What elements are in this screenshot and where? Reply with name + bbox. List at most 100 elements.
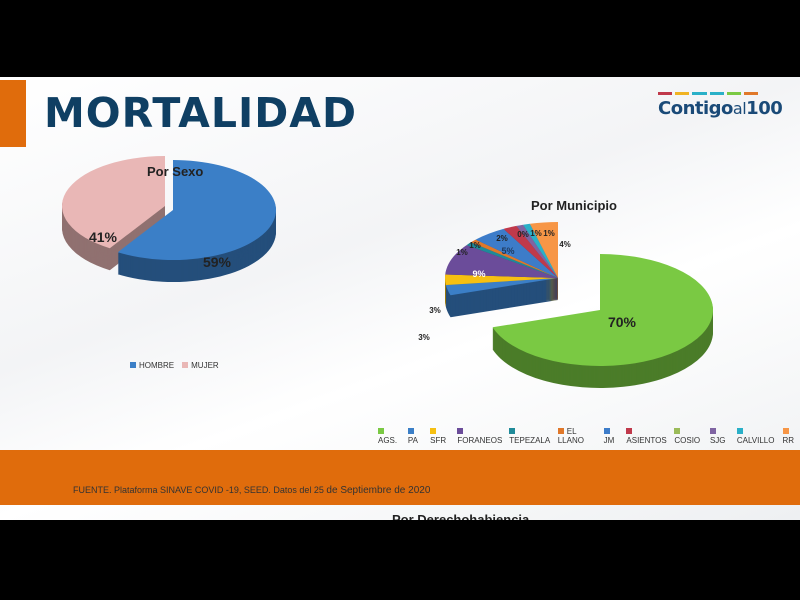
footer-band [0, 450, 800, 505]
slice-side [445, 300, 558, 318]
legend-label: RR [782, 436, 795, 445]
slice-side [445, 285, 558, 303]
legend-swatch [626, 428, 633, 434]
legend-item: CALVILLO [736, 427, 777, 445]
slice-side [445, 284, 558, 302]
legend-label: FORANEOS [457, 436, 503, 445]
legend-swatch [130, 362, 136, 368]
legend-item: AGS. [378, 427, 402, 445]
legend-swatch [182, 362, 189, 368]
slice-ags[interactable] [492, 254, 713, 366]
slice-hombre[interactable] [117, 160, 276, 260]
slice-calvillo[interactable] [523, 223, 558, 278]
legend-item: HOMBRE [130, 361, 174, 370]
legend-swatch [430, 428, 437, 434]
slice-side [445, 295, 558, 313]
chart-legend: AGS. PA SFR FORANEOS TEPEZALA EL LLANO JM ASIEN… [378, 427, 800, 445]
legend-swatch [378, 428, 384, 434]
chart-legend: HOMBRE MUJER [130, 361, 219, 370]
legend-item: JM [603, 427, 621, 445]
legend-swatch [782, 428, 789, 434]
slice-side [445, 297, 558, 315]
legend-label: EL LLANO [557, 427, 584, 445]
data-label: 3% [429, 306, 441, 315]
slice-side [445, 286, 558, 304]
slice-side [445, 292, 558, 310]
legend-item: COSIO [674, 427, 704, 445]
legend-item: ASIENTOS [626, 427, 668, 445]
legend-label: ASIENTOS [626, 436, 667, 445]
accent-tab [0, 80, 26, 147]
slice-pa[interactable] [445, 278, 558, 296]
data-label: 0% [517, 230, 529, 239]
legend-item: PA [407, 427, 424, 445]
data-label: 2% [496, 234, 508, 243]
data-label: 1% [530, 229, 542, 238]
slice-side [445, 280, 558, 298]
legend-label: AGS. [378, 436, 398, 445]
legend-label: HOMBRE [139, 361, 175, 370]
legend-label: COSIO [674, 436, 701, 445]
data-label: 3% [418, 333, 430, 342]
slide: MORTALIDAD Contigoal100 59% 41% 70% 3% 3% 9% 1… [0, 77, 800, 520]
slice-side [445, 289, 558, 307]
legend-swatch [457, 428, 464, 434]
data-label: 59% [203, 254, 232, 270]
slice-side [445, 290, 558, 308]
legend-label: SFR [430, 436, 447, 445]
slice-asientos[interactable] [503, 225, 558, 278]
data-label: 1% [469, 241, 481, 250]
legend-swatch [736, 428, 743, 434]
chart-title-sexo: Por Sexo [147, 164, 204, 179]
legend-item: SJG [709, 427, 731, 445]
next-section-title: Por Derechohabiencia [392, 512, 530, 520]
slice-elllano[interactable] [470, 239, 558, 278]
legend-item: RR [782, 427, 800, 445]
legend-label: JM [603, 436, 615, 445]
legend-swatch [509, 428, 516, 434]
legend-swatch [674, 428, 681, 434]
page-title: MORTALIDAD [44, 89, 358, 137]
slice-foraneos[interactable] [445, 245, 558, 278]
data-label: 1% [543, 229, 555, 238]
legend-swatch [603, 428, 610, 434]
data-label: 70% [608, 314, 637, 330]
data-label: 41% [89, 229, 118, 245]
legend-item: MUJER [182, 361, 219, 370]
slice-mujer[interactable] [61, 156, 165, 249]
data-label: 4% [559, 240, 571, 249]
data-label: 1% [456, 248, 468, 257]
legend-item: FORANEOS [457, 427, 503, 445]
slice-side [445, 291, 558, 309]
slice-side [445, 288, 558, 306]
legend-item: TEPEZALA [509, 427, 551, 445]
legend-swatch [407, 428, 414, 434]
data-label: 9% [472, 269, 485, 279]
slice-side [445, 299, 558, 317]
slice-side [445, 294, 558, 312]
legend-label: SJG [709, 436, 726, 445]
slice-side [445, 298, 558, 316]
legend-swatch [557, 428, 564, 434]
slice-side [445, 293, 558, 311]
legend-swatch [709, 428, 716, 434]
legend-item: SFR [430, 427, 451, 445]
slice-tepezala[interactable] [466, 242, 558, 278]
slice-side [445, 287, 558, 305]
slice-sjg[interactable] [516, 224, 558, 278]
slice-side [445, 282, 558, 300]
slice-side [445, 283, 558, 301]
legend-item: EL LLANO [557, 427, 598, 445]
logo: Contigoal100 [658, 92, 783, 119]
data-label: 5% [501, 246, 514, 256]
source-note: FUENTE. Plataforma SINAVE COVID -19, SEE… [73, 485, 431, 496]
slice-jm[interactable] [475, 228, 558, 278]
slice-rr[interactable] [529, 222, 558, 278]
slice-sfr[interactable] [445, 274, 558, 286]
charts-canvas: 59%41%70%3%3%9%1%1%5%2% 0% 1% 1%4% [61, 156, 713, 389]
slice-side [445, 279, 558, 297]
legend-label: PA [407, 436, 418, 445]
chart-title-municipio: Por Municipio [531, 198, 617, 213]
slice-side [445, 281, 558, 299]
legend-label: TEPEZALA [509, 436, 551, 445]
